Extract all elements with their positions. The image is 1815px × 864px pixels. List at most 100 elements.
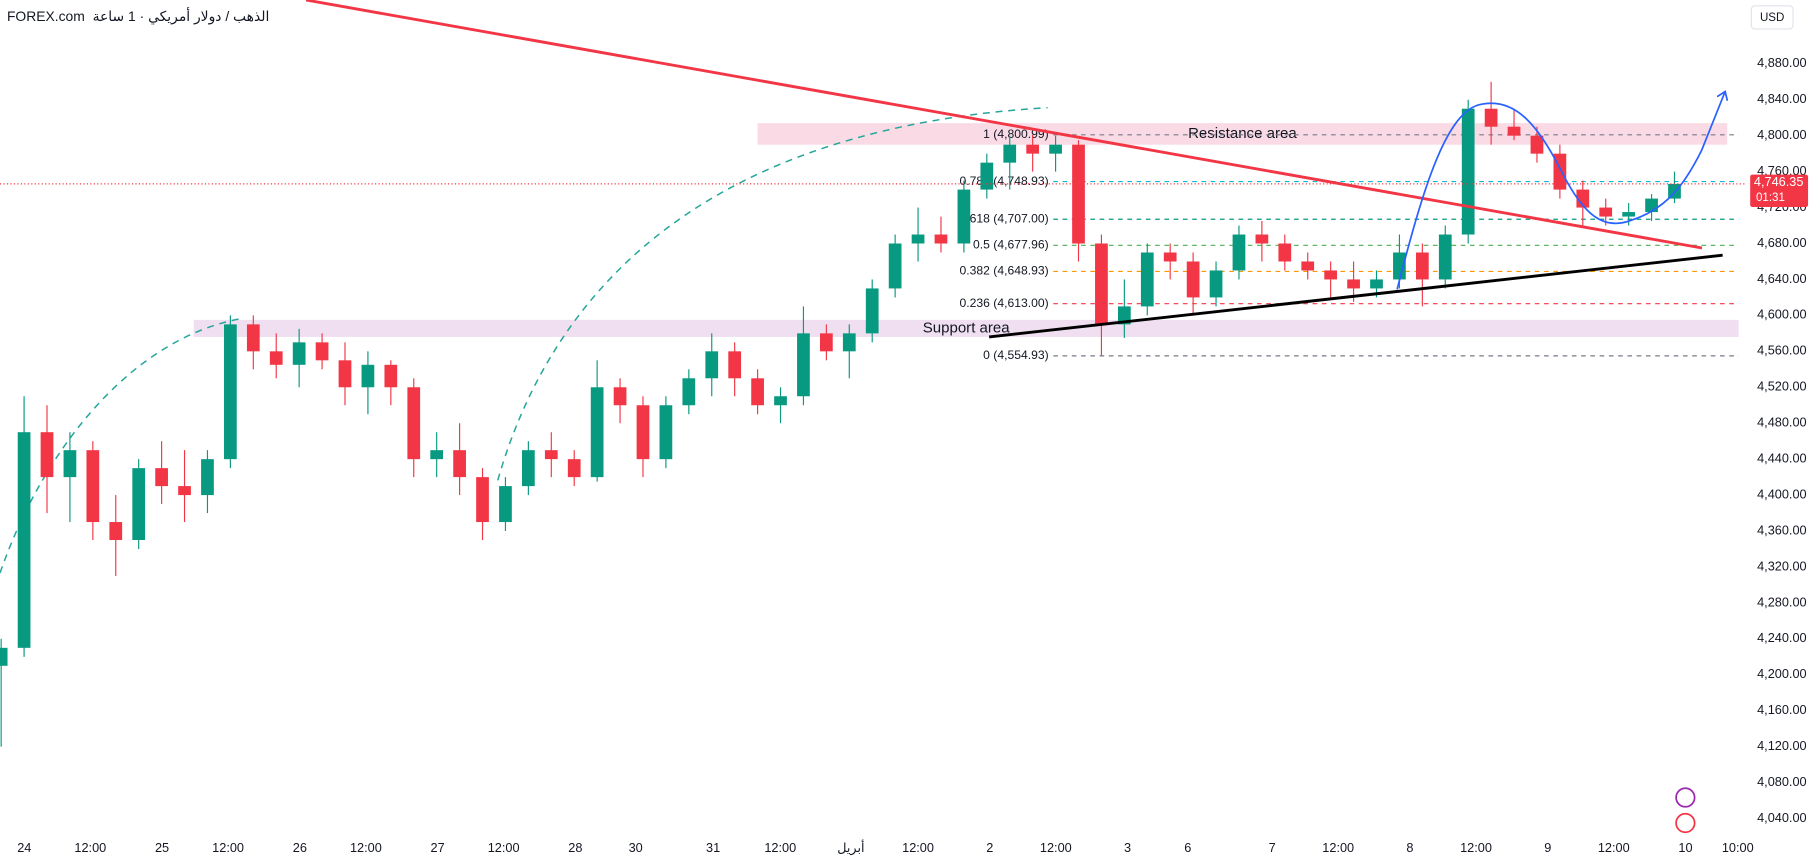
icon[interactable] — [1675, 787, 1696, 808]
x-tick-label: 25 — [155, 840, 169, 855]
candle-body — [201, 459, 214, 496]
candle-body — [40, 432, 54, 478]
x-tick-label: 12:00 — [1460, 840, 1492, 855]
currency-label[interactable]: USD — [1760, 12, 1784, 24]
candle-body — [1576, 189, 1590, 208]
candle-body — [246, 324, 260, 352]
candle-body — [1645, 198, 1658, 213]
fib-label: 0.382 (4,648.93) — [960, 264, 1049, 278]
projection-arrow — [1396, 93, 1725, 290]
last-price-tag — [1750, 174, 1809, 208]
axes: 4,040.00 4,080.00 4,120.00 4,160.00 4,200.00… — [0, 55, 1809, 856]
candle-body — [430, 450, 444, 460]
chart-title: الذهب / دولار أمريكي · 1 ساعة — [93, 7, 270, 25]
x-tick-label: 12:00 — [488, 840, 520, 855]
fib-label: 0.618 (4,707.00) — [960, 211, 1049, 225]
last-price-label: 4,746.35 — [1754, 174, 1804, 189]
candle-body — [636, 405, 650, 460]
candle-body — [178, 486, 191, 496]
candle-body — [659, 405, 673, 460]
candle-body — [132, 468, 146, 541]
candle-body — [155, 468, 168, 487]
x-tick-label: 10 — [1678, 840, 1692, 855]
candle-body — [842, 333, 856, 352]
countdown: 01:31 — [1756, 192, 1785, 204]
candle-body — [17, 432, 31, 648]
y-tick-label: 4,240.00 — [1757, 630, 1807, 645]
candle-body — [1461, 108, 1475, 235]
candle-body — [1049, 144, 1062, 154]
x-tick-label: 24 — [17, 840, 31, 855]
x-tick-label: 12:00 — [764, 840, 796, 855]
x-tick-label: 27 — [431, 840, 445, 855]
source: FOREX.com — [7, 8, 85, 24]
y-tick-label: 4,120.00 — [1757, 738, 1807, 753]
candle-body — [361, 364, 375, 388]
candle-body — [590, 387, 604, 478]
x-tick-label: 2 — [986, 840, 993, 855]
y-tick-label: 4,560.00 — [1757, 343, 1807, 358]
candle-body — [292, 342, 306, 365]
x-tick-label: 7 — [1269, 840, 1276, 855]
candle-body — [1255, 234, 1269, 244]
candle-body — [1186, 261, 1200, 298]
x-tick-label: 28 — [568, 840, 582, 855]
candle-body — [1095, 243, 1108, 325]
candle-body — [1026, 144, 1040, 154]
x-tick-label: 12:00 — [350, 840, 382, 855]
candle-body — [269, 351, 283, 365]
currency-button[interactable] — [1750, 5, 1794, 30]
x-tick-label: 12:00 — [902, 840, 934, 855]
candle-body — [1599, 207, 1613, 217]
x-tick-label: 26 — [293, 840, 307, 855]
candle-body — [934, 234, 948, 244]
candle-body — [1232, 234, 1246, 271]
candle-body — [567, 459, 581, 478]
y-tick-label: 4,360.00 — [1757, 522, 1807, 537]
zone-label: Support area — [923, 319, 1011, 336]
trendline — [988, 253, 1723, 339]
candle-body — [1301, 261, 1315, 271]
candle-body — [911, 234, 925, 244]
candle-body — [224, 324, 237, 460]
candle-body — [1438, 234, 1452, 280]
candle-body — [1003, 144, 1017, 163]
y-tick-label: 4,280.00 — [1757, 594, 1807, 609]
y-tick-label: 4,480.00 — [1757, 415, 1807, 430]
candle-body — [0, 647, 8, 666]
candle-body — [1507, 126, 1521, 136]
candle-body — [865, 288, 879, 334]
fib-label: 0.236 (4,613.00) — [960, 296, 1049, 310]
y-tick-label: 4,880.00 — [1757, 55, 1807, 70]
zone — [757, 123, 1728, 145]
x-tick-label: 6 — [1184, 840, 1191, 855]
fib-label: 0.5 (4,677.96) — [973, 238, 1049, 252]
candle-body — [1209, 270, 1223, 298]
x-tick-label: 12:00 — [1040, 840, 1072, 855]
candle-body — [1117, 306, 1131, 325]
candle-body — [774, 396, 787, 406]
candle-body — [1140, 252, 1154, 307]
candle-body — [1278, 243, 1292, 262]
x-tick-label: 9 — [1544, 840, 1551, 855]
candle-body — [499, 486, 512, 523]
icon[interactable] — [1675, 812, 1696, 834]
candle-body — [1622, 212, 1636, 217]
x-tick-label: أبريل — [837, 839, 864, 856]
candle-body — [453, 450, 466, 478]
zones: Resistance area Support area — [193, 123, 1739, 337]
candle-body — [1370, 279, 1383, 289]
candle-body — [63, 450, 77, 478]
y-tick-label: 4,600.00 — [1757, 307, 1807, 322]
x-tick-label: 12:00 — [74, 840, 106, 855]
candle-body — [1072, 144, 1085, 244]
y-tick-label: 4,680.00 — [1757, 235, 1807, 250]
y-tick-label: 4,440.00 — [1757, 451, 1807, 466]
zone-label: Resistance area — [1188, 125, 1297, 142]
candle-body — [476, 477, 489, 523]
y-tick-label: 4,080.00 — [1757, 774, 1807, 789]
candle-body — [86, 450, 100, 523]
candle-body — [751, 378, 764, 406]
y-tick-label: 4,640.00 — [1757, 271, 1807, 286]
